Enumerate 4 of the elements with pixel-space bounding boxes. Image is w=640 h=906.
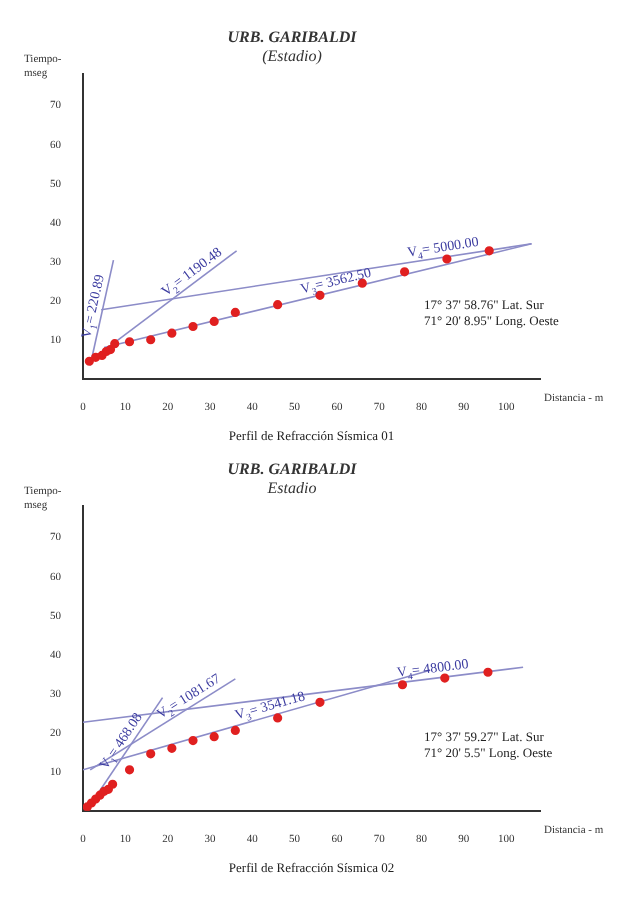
chart-title: URB. GARIBALDI: [227, 27, 359, 46]
chart-subtitle: Estadio: [265, 479, 317, 498]
chart-title: URB. GARIBALDI: [227, 459, 359, 478]
chart-subtitle: (Estadio): [262, 47, 323, 66]
